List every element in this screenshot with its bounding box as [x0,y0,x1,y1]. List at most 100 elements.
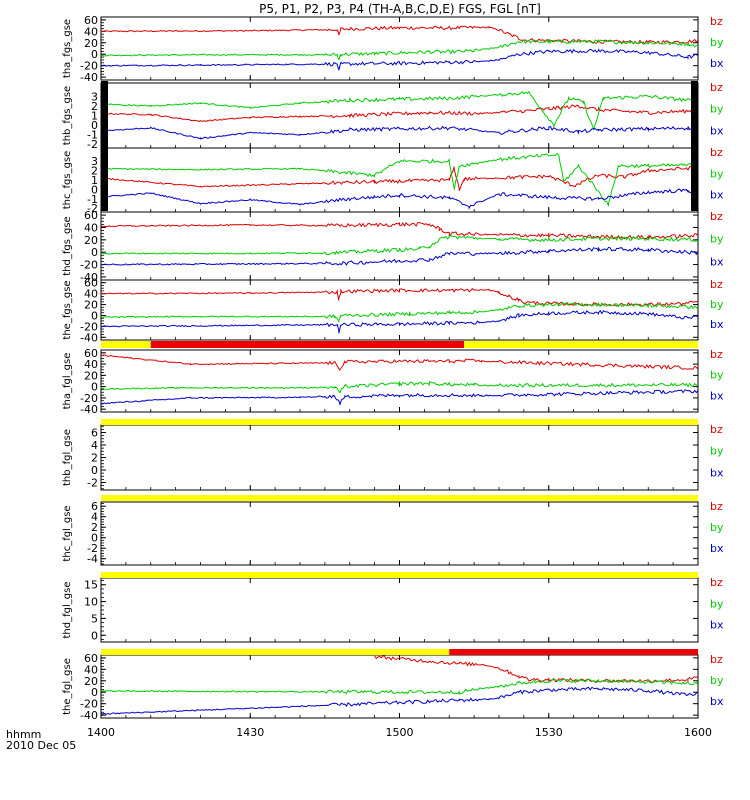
series-bz [374,655,698,683]
y-tick-label: -2 [87,542,98,555]
legend-bx: bx [710,255,724,268]
panel-frame [100,82,699,149]
y-tick-label: 6 [91,427,98,440]
y-tick-label: -40 [80,709,98,722]
status-segment [101,495,698,501]
y-tick-label: 60 [84,347,98,360]
series-bz [101,221,698,240]
status-marker-left [101,81,108,211]
y-tick-label: 6 [91,500,98,513]
y-tick-label: 60 [84,209,98,222]
legend-bx: bx [710,466,724,479]
y-tick-label: 2 [91,521,98,534]
legend-bz: bz [710,210,723,223]
legend-bx: bx [710,318,724,331]
legend-bz: bz [710,576,723,589]
series-by [101,380,698,394]
legend-by: by [710,167,724,180]
y-tick-label: -1 [87,193,98,206]
status-bar [101,572,698,578]
x-tick-label: 1530 [535,726,563,739]
y-tick-label: 0 [91,309,98,322]
y-tick-label: 1 [91,110,98,123]
legend-bz: bz [710,653,723,666]
y-tick-label: 4 [91,439,98,452]
legend-bz: bz [710,423,723,436]
status-bar [101,81,698,211]
series-bx [101,686,698,715]
y-tick-label: 0 [91,629,98,642]
legend-bz: bz [710,146,723,159]
y-tick-label: -2 [87,138,98,151]
legend-by: by [710,445,724,458]
y-tick-label: 60 [84,14,98,27]
legend-bx: bx [710,389,724,402]
y-tick-label: 60 [84,652,98,665]
status-segment [101,572,698,578]
y-tick-label: 4 [91,511,98,524]
panel-thd_fgl_gse: 15 10 5 0 thd_fgl_gse bz by bx [62,576,724,643]
legend-by: by [710,233,724,246]
status-segment [101,649,450,655]
y-tick-label: 0 [91,464,98,477]
chart-title: P5, P1, P2, P3, P4 (TH-A,B,C,D,E) FGS, F… [259,2,541,16]
y-tick-label: -1 [87,129,98,142]
y-tick-label: 2 [91,100,98,113]
status-segment [449,649,698,655]
y-tick-label: -4 [87,553,98,566]
legend-bx: bx [710,189,724,202]
y-tick-label: 20 [84,37,98,50]
panel-frame [100,349,699,413]
y-tick-label: 2 [91,165,98,178]
legend-by: by [710,521,724,534]
y-tick-label: -40 [80,71,98,84]
y-tick-label: 1 [91,174,98,187]
panel-frame [100,501,699,566]
status-marker-right [691,81,698,211]
series-by [101,152,698,207]
y-tick-label: 5 [91,612,98,625]
y-tick-label: 0 [91,183,98,196]
y-axis-label: the_fgl_gse [62,658,73,715]
series-by [101,678,698,695]
legend-bx: bx [710,619,724,632]
y-tick-label: 2 [91,452,98,465]
series-bx [101,125,698,140]
legend-by: by [710,298,724,311]
y-tick-label: 10 [84,596,98,609]
legend-by: by [710,369,724,382]
x-tick-label: 1600 [684,726,712,739]
y-tick-label: 40 [84,358,98,371]
y-tick-label: -2 [87,202,98,215]
series-bz [101,287,698,307]
y-axis-label: thc_fgl_gse [62,505,73,561]
y-tick-label: 40 [84,663,98,676]
x-axis-label-date: 2010 Dec 05 [6,739,76,752]
y-tick-label: -2 [87,477,98,490]
legend-by: by [710,674,724,687]
legend-bz: bz [710,81,723,94]
y-tick-label: -20 [80,392,98,405]
x-tick-label: 1400 [87,726,115,739]
y-axis-label: thc_fgs_gse [62,151,73,210]
series-bz [101,354,698,371]
y-tick-label: 0 [91,246,98,259]
series-by [101,38,698,61]
status-segment [101,341,151,348]
series-by [101,301,698,324]
y-axis-label: tha_fgs_gse [62,19,73,78]
y-tick-label: 40 [84,25,98,38]
y-tick-label: -20 [80,698,98,711]
y-axis-label: tha_fgl_gse [62,353,73,410]
series-by [101,235,698,256]
series-bz [101,104,698,123]
series-bx [101,389,698,406]
panel-frame [100,16,699,81]
status-segment [101,419,698,425]
series-bx [101,188,698,210]
legend-by: by [710,103,724,116]
